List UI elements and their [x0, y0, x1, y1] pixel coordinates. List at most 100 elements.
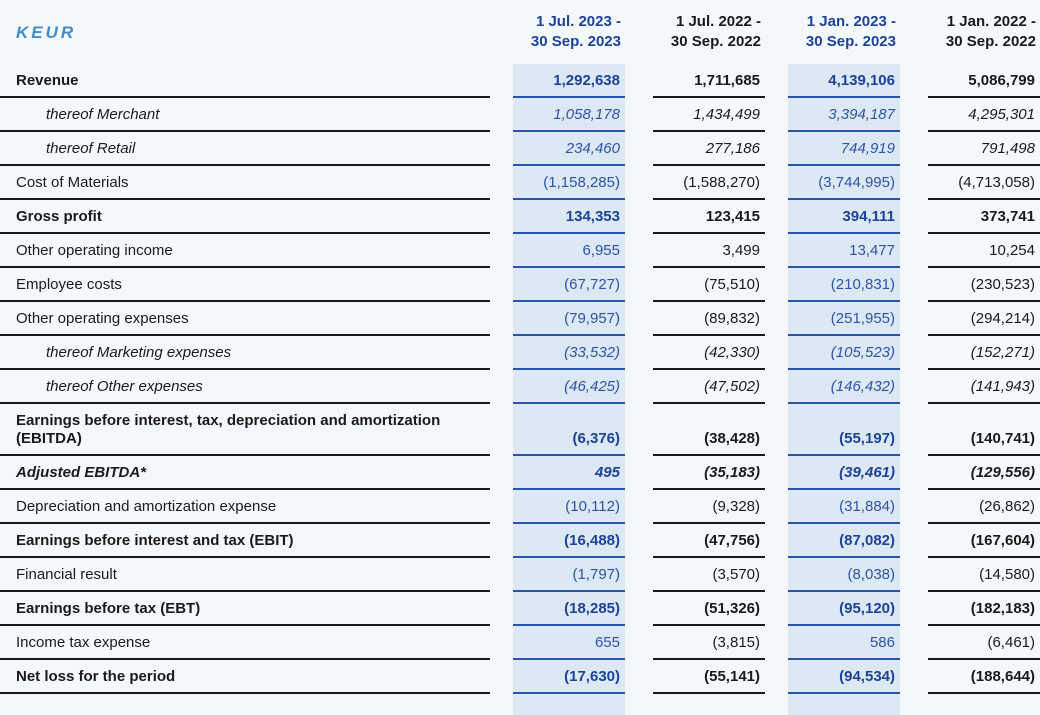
value-9m-2023: (55,197) — [788, 404, 900, 456]
table-row-earnings-before-interest-and-tax-ebit: Earnings before interest and tax (EBIT) … — [0, 524, 1040, 558]
highlight-band-q3-2023 — [513, 64, 625, 715]
value-q3-2023: (33,532) — [513, 336, 625, 370]
table-row-other-operating-income: Other operating income 6,955 3,499 13,47… — [0, 234, 1040, 268]
value-9m-2022: (230,523) — [928, 268, 1040, 302]
row-label: Income tax expense — [0, 626, 490, 660]
value-9m-2022: (188,644) — [928, 660, 1040, 694]
table-header-row: KEUR 1 Jul. 2023 - 30 Sep. 2023 1 Jul. 2… — [0, 0, 1040, 53]
value-9m-2022: (6,461) — [928, 626, 1040, 660]
value-9m-2022: (129,556) — [928, 456, 1040, 490]
value-q3-2023: 1,058,178 — [513, 98, 625, 132]
table-row-earnings-before-interest-tax-depreciation-and-amortization-ebitda: Earnings before interest, tax, depreciat… — [0, 404, 1040, 456]
column-header-line2: 30 Sep. 2023 — [805, 33, 896, 50]
table-row-thereof-merchant: thereof Merchant 1,058,178 1,434,499 3,3… — [0, 98, 1040, 132]
value-9m-2022: 10,254 — [928, 234, 1040, 268]
value-9m-2023: (8,038) — [788, 558, 900, 592]
value-9m-2023: 13,477 — [788, 234, 900, 268]
value-9m-2023: (3,744,995) — [788, 166, 900, 200]
value-q3-2023: (1,797) — [513, 558, 625, 592]
value-9m-2022: 5,086,799 — [928, 64, 1040, 98]
value-9m-2023: (95,120) — [788, 592, 900, 626]
value-q3-2022: (42,330) — [653, 336, 765, 370]
value-q3-2022: (51,326) — [653, 592, 765, 626]
row-label: Cost of Materials — [0, 166, 490, 200]
column-header-9m-2023: 1 Jan. 2023 - 30 Sep. 2023 — [788, 12, 900, 53]
row-label: Financial result — [0, 558, 490, 592]
table-row-cost-of-materials: Cost of Materials (1,158,285) (1,588,270… — [0, 166, 1040, 200]
table-row-gross-profit: Gross profit 134,353 123,415 394,111 373… — [0, 200, 1040, 234]
row-label: Gross profit — [0, 200, 490, 234]
row-label: Revenue — [0, 64, 490, 98]
value-q3-2023: 234,460 — [513, 132, 625, 166]
row-label: thereof Other expenses — [0, 370, 490, 404]
value-9m-2022: (14,580) — [928, 558, 1040, 592]
column-header-line1: 1 Jul. 2022 - — [675, 13, 761, 30]
value-q3-2022: 123,415 — [653, 200, 765, 234]
row-label: Adjusted EBITDA* — [0, 456, 490, 490]
value-q3-2022: (3,570) — [653, 558, 765, 592]
table-row-adjusted-ebitda: Adjusted EBITDA* 495 (35,183) (39,461) (… — [0, 456, 1040, 490]
value-q3-2023: (18,285) — [513, 592, 625, 626]
column-header-line1: 1 Jan. 2023 - — [806, 13, 896, 30]
value-q3-2022: 277,186 — [653, 132, 765, 166]
value-9m-2022: 373,741 — [928, 200, 1040, 234]
row-label: Earnings before interest and tax (EBIT) — [0, 524, 490, 558]
row-label: Depreciation and amortization expense — [0, 490, 490, 524]
unit-cell: KEUR — [0, 12, 490, 53]
value-9m-2022: (167,604) — [928, 524, 1040, 558]
value-q3-2023: (46,425) — [513, 370, 625, 404]
column-header-line2: 30 Sep. 2022 — [670, 33, 761, 50]
column-header-q3-2023: 1 Jul. 2023 - 30 Sep. 2023 — [513, 12, 625, 53]
value-9m-2023: (210,831) — [788, 268, 900, 302]
column-header-line2: 30 Sep. 2022 — [945, 33, 1036, 50]
row-label: Earnings before tax (EBT) — [0, 592, 490, 626]
value-9m-2023: (39,461) — [788, 456, 900, 490]
highlight-band-9m-2023 — [788, 64, 900, 715]
table-row-thereof-retail: thereof Retail 234,460 277,186 744,919 7… — [0, 132, 1040, 166]
value-q3-2022: 1,711,685 — [653, 64, 765, 98]
value-9m-2022: (152,271) — [928, 336, 1040, 370]
row-label: thereof Retail — [0, 132, 490, 166]
value-q3-2022: 1,434,499 — [653, 98, 765, 132]
column-header-line1: 1 Jan. 2022 - — [946, 13, 1036, 30]
row-label: Net loss for the period — [0, 660, 490, 694]
column-header-q3-2022: 1 Jul. 2022 - 30 Sep. 2022 — [653, 12, 765, 53]
value-q3-2023: (67,727) — [513, 268, 625, 302]
table-row-other-operating-expenses: Other operating expenses (79,957) (89,83… — [0, 302, 1040, 336]
value-q3-2023: (6,376) — [513, 404, 625, 456]
value-9m-2022: (140,741) — [928, 404, 1040, 456]
row-label: Other operating expenses — [0, 302, 490, 336]
value-9m-2022: 4,295,301 — [928, 98, 1040, 132]
value-q3-2022: (75,510) — [653, 268, 765, 302]
value-q3-2023: (79,957) — [513, 302, 625, 336]
row-label: Employee costs — [0, 268, 490, 302]
value-9m-2023: (31,884) — [788, 490, 900, 524]
value-q3-2022: (35,183) — [653, 456, 765, 490]
table-row-revenue: Revenue 1,292,638 1,711,685 4,139,106 5,… — [0, 64, 1040, 98]
row-label: thereof Merchant — [0, 98, 490, 132]
table-row-net-loss-for-the-period: Net loss for the period (17,630) (55,141… — [0, 660, 1040, 694]
value-9m-2023: (94,534) — [788, 660, 900, 694]
value-q3-2023: (16,488) — [513, 524, 625, 558]
value-9m-2022: (4,713,058) — [928, 166, 1040, 200]
value-9m-2023: (251,955) — [788, 302, 900, 336]
value-9m-2023: 744,919 — [788, 132, 900, 166]
value-q3-2022: (1,588,270) — [653, 166, 765, 200]
value-q3-2022: (38,428) — [653, 404, 765, 456]
row-label: Earnings before interest, tax, depreciat… — [0, 404, 490, 456]
column-header-line1: 1 Jul. 2023 - — [535, 13, 621, 30]
table-row-earnings-before-tax-ebt: Earnings before tax (EBT) (18,285) (51,3… — [0, 592, 1040, 626]
value-q3-2023: 134,353 — [513, 200, 625, 234]
value-9m-2022: (141,943) — [928, 370, 1040, 404]
value-9m-2023: 3,394,187 — [788, 98, 900, 132]
value-9m-2022: (182,183) — [928, 592, 1040, 626]
value-q3-2023: 655 — [513, 626, 625, 660]
table-row-financial-result: Financial result (1,797) (3,570) (8,038)… — [0, 558, 1040, 592]
table-row-income-tax-expense: Income tax expense 655 (3,815) 586 (6,46… — [0, 626, 1040, 660]
value-q3-2023: (17,630) — [513, 660, 625, 694]
value-q3-2023: 6,955 — [513, 234, 625, 268]
unit-label: KEUR — [16, 22, 77, 42]
value-9m-2023: 586 — [788, 626, 900, 660]
table-row-employee-costs: Employee costs (67,727) (75,510) (210,83… — [0, 268, 1040, 302]
